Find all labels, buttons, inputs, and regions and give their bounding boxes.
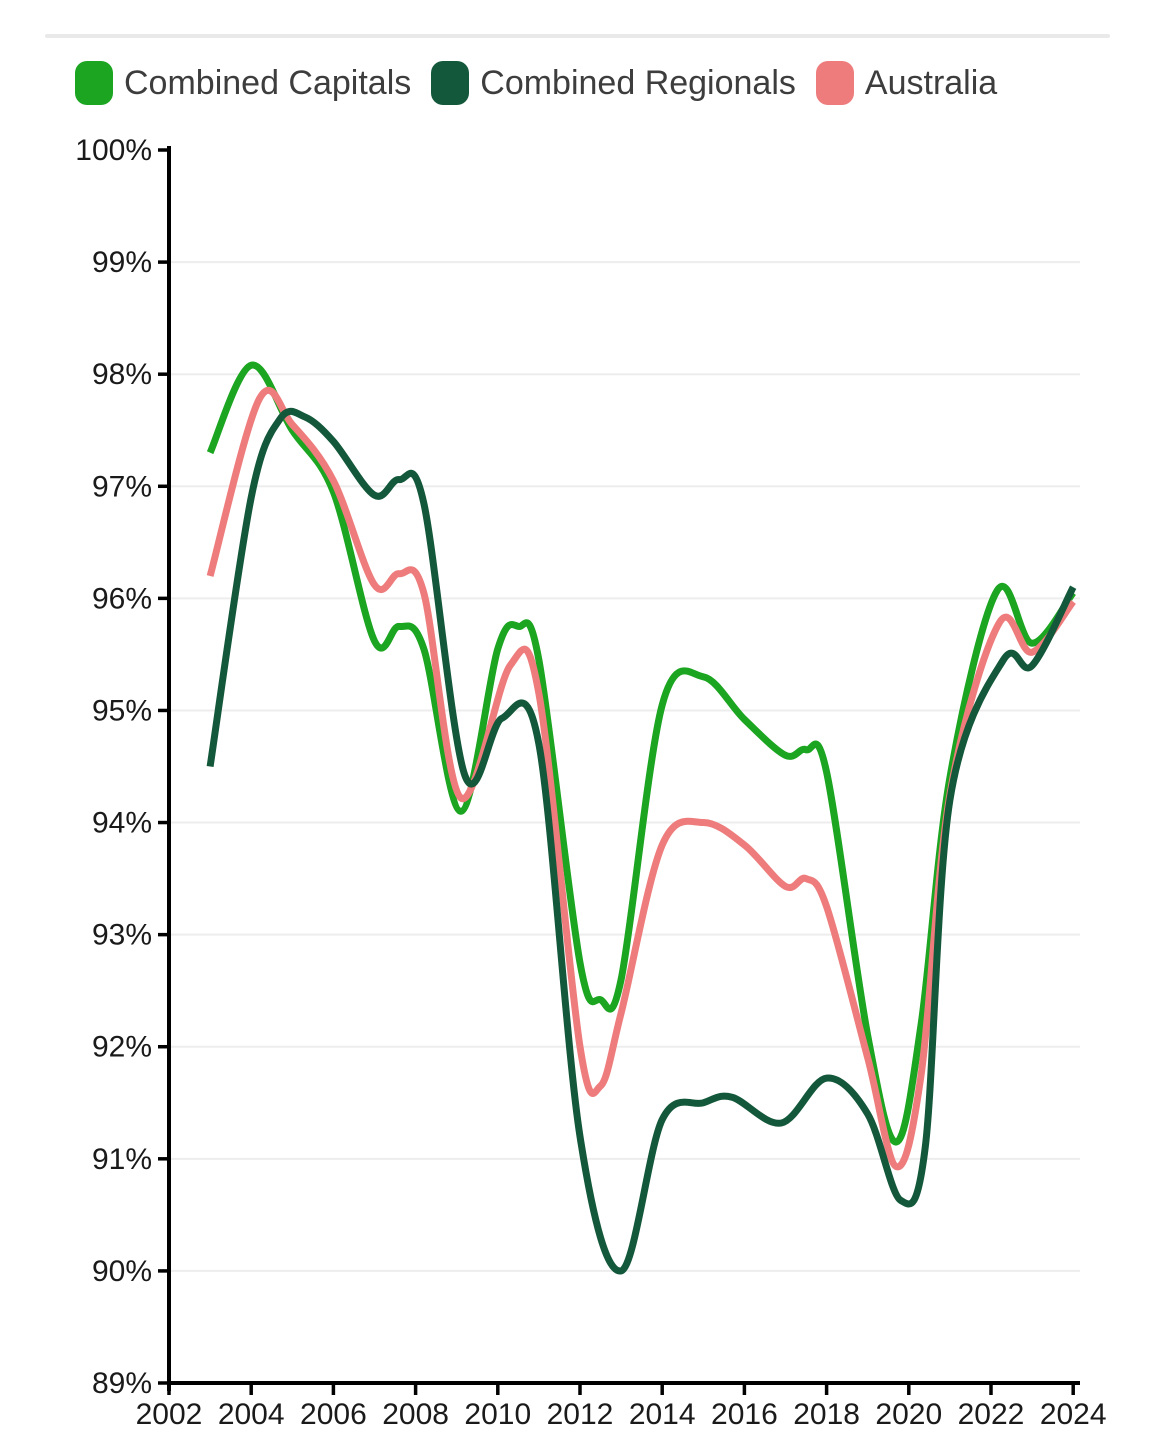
legend-swatch <box>75 61 113 105</box>
x-tick-label: 2006 <box>300 1398 367 1431</box>
y-tick-label: 94% <box>92 807 152 840</box>
x-tick-label: 2014 <box>629 1398 696 1431</box>
y-tick-label: 93% <box>92 919 152 952</box>
legend-item-combined-regionals[interactable]: Combined Regionals <box>431 61 796 105</box>
legend-label: Combined Capitals <box>124 64 412 102</box>
y-tick-label: 98% <box>92 358 152 391</box>
x-tick-label: 2010 <box>464 1398 531 1431</box>
legend-swatch <box>815 61 854 105</box>
x-tick-label: 2024 <box>1040 1398 1107 1431</box>
series-line-combined-capitals <box>206 361 1077 1146</box>
x-tick-label: 2018 <box>793 1398 860 1431</box>
chart-legend: Combined Capitals Combined Regionals Austr… <box>75 61 997 105</box>
top-divider <box>45 34 1110 38</box>
y-tick-label: 99% <box>92 246 152 279</box>
y-tick-label: 97% <box>92 470 152 503</box>
x-tick-label: 2020 <box>875 1398 942 1431</box>
y-tick-label: 100% <box>75 134 152 167</box>
legend-label: Australia <box>864 64 998 102</box>
series-line-australia <box>206 387 1076 1171</box>
legend-swatch <box>431 61 470 105</box>
x-tick-label: 2004 <box>218 1398 285 1431</box>
y-tick-label: 92% <box>92 1031 152 1064</box>
series-line-combined-regionals <box>206 407 1077 1275</box>
y-tick-label: 91% <box>92 1143 152 1176</box>
x-tick-label: 2016 <box>711 1398 778 1431</box>
y-tick-label: 95% <box>92 694 152 727</box>
y-tick-label: 90% <box>92 1255 152 1288</box>
legend-item-australia[interactable]: Australia <box>815 61 998 105</box>
y-tick-label: 89% <box>92 1367 152 1400</box>
x-tick-label: 2002 <box>136 1398 203 1431</box>
y-tick-label: 96% <box>92 582 152 615</box>
x-tick-label: 2022 <box>958 1398 1025 1431</box>
x-tick-label: 2012 <box>547 1398 614 1431</box>
legend-label: Combined Regionals <box>480 64 796 102</box>
x-tick-label: 2008 <box>382 1398 449 1431</box>
legend-item-combined-capitals[interactable]: Combined Capitals <box>75 61 411 105</box>
